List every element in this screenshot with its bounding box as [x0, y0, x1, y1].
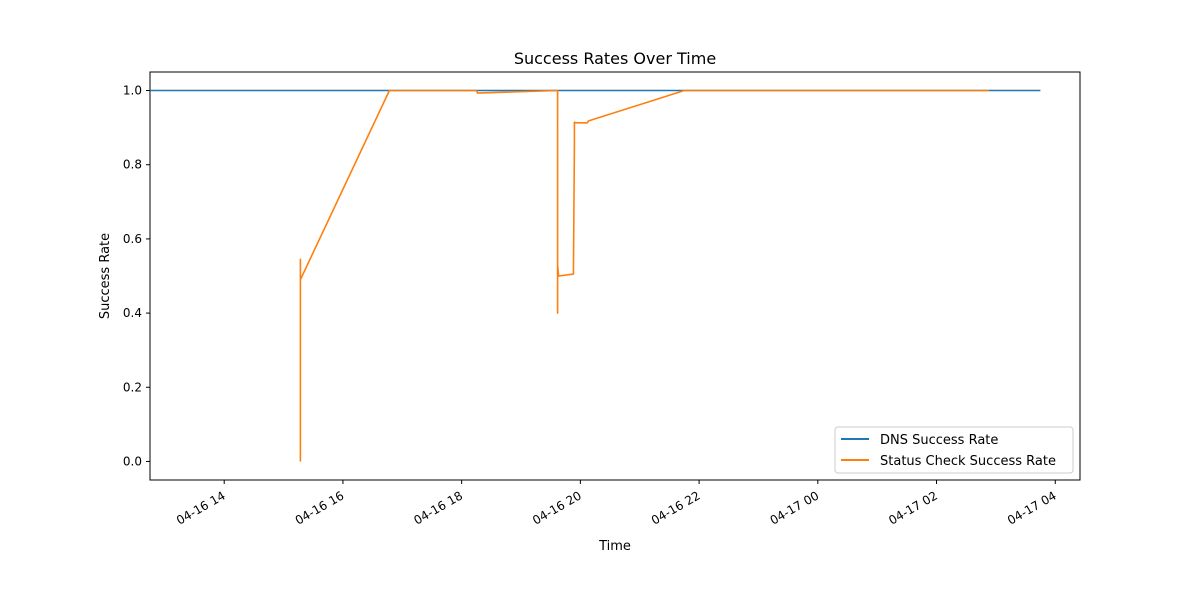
legend: DNS Success Rate Status Check Success Rat… — [834, 426, 1074, 474]
x-tick-label: 04-17 02 — [886, 488, 940, 527]
legend-items: DNS Success Rate Status Check Success Rat… — [841, 433, 1056, 469]
x-tick-label: 04-16 16 — [293, 488, 347, 527]
x-tick-label: 04-16 14 — [174, 488, 228, 527]
y-axis-ticks: 0.0 0.2 0.4 0.6 0.8 1.0 — [123, 84, 150, 468]
y-axis-label: Success Rate — [98, 233, 113, 319]
x-tick-label: 04-16 20 — [530, 488, 584, 527]
y-tick-label: 0.6 — [123, 232, 142, 246]
y-tick-label: 0.4 — [123, 306, 142, 320]
x-tick-label: 04-16 22 — [649, 488, 703, 527]
series-line — [299, 89, 989, 462]
x-tick-label: 04-17 00 — [768, 488, 822, 527]
y-tick-label: 1.0 — [123, 84, 142, 98]
legend-box — [834, 426, 1074, 474]
legend-label: DNS Success Rate — [880, 433, 998, 448]
x-axis-ticks: 04-16 14 04-16 16 04-16 18 04-16 20 04-16 22… — [174, 480, 1059, 528]
legend-label: Status Check Success Rate — [880, 454, 1056, 469]
y-tick-label: 0.8 — [123, 158, 142, 172]
series-lines — [150, 89, 1041, 462]
x-tick-label: 04-17 04 — [1005, 488, 1059, 527]
x-axis-label: Time — [598, 539, 631, 554]
plot-area — [149, 71, 1081, 481]
y-tick-label: 0.0 — [123, 454, 142, 468]
x-tick-label: 04-16 18 — [411, 488, 465, 527]
chart-title: Success Rates Over Time — [514, 49, 716, 68]
y-tick-label: 0.2 — [123, 380, 142, 394]
